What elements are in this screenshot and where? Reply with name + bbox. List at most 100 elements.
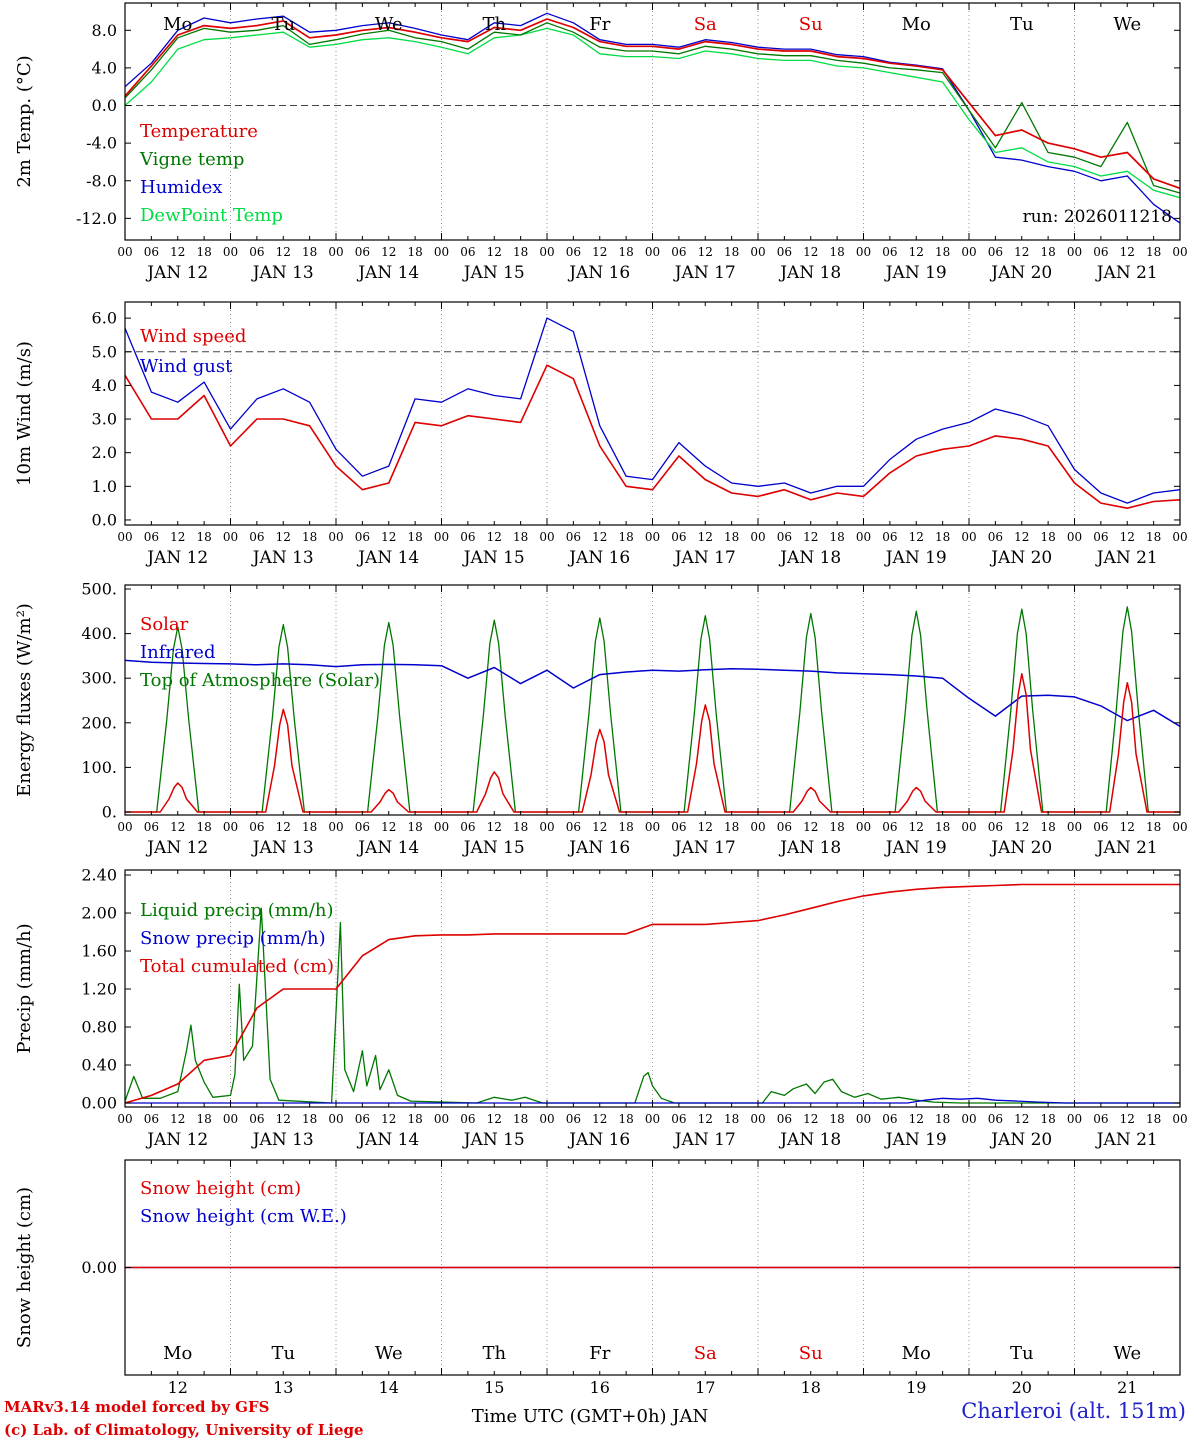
hour-label: 12 bbox=[803, 1112, 818, 1126]
hour-label: 06 bbox=[988, 245, 1003, 259]
hour-label: 00 bbox=[1067, 245, 1082, 259]
series-temperature bbox=[125, 18, 1180, 190]
legend-temperature: Temperature bbox=[140, 121, 258, 142]
hour-label: 00 bbox=[328, 1112, 343, 1126]
hour-label: 12 bbox=[381, 530, 396, 544]
hour-label: 12 bbox=[698, 1112, 713, 1126]
legend-infrared: Infrared bbox=[140, 642, 215, 663]
hour-label: 12 bbox=[381, 1112, 396, 1126]
hour-label: 06 bbox=[355, 245, 370, 259]
hour-label: 18 bbox=[196, 820, 211, 834]
hour-label: 06 bbox=[144, 820, 159, 834]
date-label: JAN 12 bbox=[145, 548, 208, 568]
hour-label: 12 bbox=[909, 530, 924, 544]
hour-label: 18 bbox=[407, 245, 422, 259]
hour-label: 06 bbox=[460, 1112, 475, 1126]
hour-label: 06 bbox=[1093, 820, 1108, 834]
hour-label: 12 bbox=[1120, 245, 1135, 259]
hour-label: 18 bbox=[1040, 820, 1055, 834]
y-tick-label: 200. bbox=[81, 713, 117, 732]
weekday-label: Sa bbox=[694, 1343, 717, 1364]
legend-snow-height-cm: Snow height (cm) bbox=[140, 1178, 301, 1199]
panel-snow-height: 0.00 Mo Tu We Th Fr Sa Su Mo Tu We 12 13 14 15 16 17 18 19… bbox=[14, 1159, 1181, 1397]
hour-label: 12 bbox=[1014, 245, 1029, 259]
series-humidex bbox=[125, 12, 1180, 224]
hour-label: 00 bbox=[539, 820, 554, 834]
hour-label: 18 bbox=[513, 245, 528, 259]
hour-label: 12 bbox=[487, 820, 502, 834]
hour-label: 06 bbox=[1093, 245, 1108, 259]
date-label: JAN 14 bbox=[356, 838, 419, 858]
series-liquid-precip-mm-h bbox=[125, 907, 1180, 1104]
hour-label: 18 bbox=[196, 245, 211, 259]
hour-label: 00 bbox=[856, 820, 871, 834]
hour-label: 06 bbox=[566, 820, 581, 834]
hour-label: 06 bbox=[566, 1112, 581, 1126]
y-tick-label: -4.0 bbox=[86, 134, 117, 153]
hour-label: 18 bbox=[196, 530, 211, 544]
hour-label: 18 bbox=[1040, 1112, 1055, 1126]
legend-total-cumulated-cm: Total cumulated (cm) bbox=[140, 956, 334, 977]
y-tick-label: 0.00 bbox=[81, 1258, 117, 1277]
hour-label: 12 bbox=[276, 245, 291, 259]
hour-label: 00 bbox=[117, 530, 132, 544]
hour-label: 18 bbox=[1146, 820, 1161, 834]
y-tick-label: 500. bbox=[81, 580, 117, 599]
hour-label: 00 bbox=[961, 530, 976, 544]
weekday-label: Mo bbox=[902, 1343, 931, 1364]
x-axis-title: Time UTC (GMT+0h) JAN bbox=[471, 1406, 709, 1427]
hour-label: 18 bbox=[1146, 245, 1161, 259]
date-label: JAN 14 bbox=[356, 1130, 419, 1150]
hour-label: 00 bbox=[750, 1112, 765, 1126]
hour-label: 06 bbox=[777, 820, 792, 834]
series-vigne-temp bbox=[125, 22, 1180, 194]
hour-label: 12 bbox=[170, 1112, 185, 1126]
model-credit-line1: MARv3.14 model forced by GFS bbox=[4, 1398, 270, 1416]
weekday-label: Mo bbox=[163, 1343, 192, 1364]
hour-label: 18 bbox=[513, 1112, 528, 1126]
series-solar bbox=[125, 673, 1180, 813]
hour-label: 06 bbox=[460, 530, 475, 544]
weekday-label: We bbox=[375, 1343, 403, 1364]
hour-label: 06 bbox=[882, 245, 897, 259]
legend-wind-gust: Wind gust bbox=[140, 356, 233, 377]
hour-label: 06 bbox=[671, 530, 686, 544]
hour-label: 06 bbox=[566, 245, 581, 259]
panel-energy-fluxes: 500.400.300.200.100.0.00 06 12 18 00 06 12 18 00… bbox=[14, 580, 1188, 858]
hour-label: 12 bbox=[698, 245, 713, 259]
hour-label: 00 bbox=[750, 820, 765, 834]
date-label: JAN 21 bbox=[1095, 1130, 1158, 1150]
hour-label: 00 bbox=[539, 530, 554, 544]
hour-label: 00 bbox=[1172, 1112, 1187, 1126]
y-tick-label: -8.0 bbox=[86, 171, 117, 190]
series-group bbox=[125, 317, 1180, 510]
date-label: JAN 20 bbox=[989, 838, 1052, 858]
hour-label: 12 bbox=[381, 820, 396, 834]
hour-label: 06 bbox=[249, 530, 264, 544]
weekday-label: We bbox=[375, 14, 403, 35]
hour-label: 18 bbox=[829, 1112, 844, 1126]
hour-label: 06 bbox=[460, 820, 475, 834]
date-label: JAN 19 bbox=[884, 548, 947, 568]
date-number: 18 bbox=[801, 1378, 821, 1397]
hour-label: 00 bbox=[539, 1112, 554, 1126]
hour-label: 06 bbox=[355, 820, 370, 834]
hour-label: 00 bbox=[434, 530, 449, 544]
date-label: JAN 14 bbox=[356, 263, 419, 283]
hour-label: 18 bbox=[724, 1112, 739, 1126]
hour-label: 18 bbox=[302, 245, 317, 259]
hour-label: 12 bbox=[909, 820, 924, 834]
hour-label: 12 bbox=[803, 245, 818, 259]
hour-label: 18 bbox=[513, 530, 528, 544]
weekday-label: Su bbox=[799, 1343, 823, 1364]
hour-label: 00 bbox=[328, 820, 343, 834]
hour-label: 06 bbox=[144, 530, 159, 544]
hour-label: 12 bbox=[170, 820, 185, 834]
hour-label: 06 bbox=[144, 245, 159, 259]
y-tick-label: 2.0 bbox=[92, 443, 117, 462]
y-tick-label: 6.0 bbox=[92, 309, 117, 328]
hour-label: 18 bbox=[1146, 530, 1161, 544]
panel-temperature: 8.0 4.0 0.0 -4.0 -8.0 -12.0 00 06 12 18 00 06 12 18 00… bbox=[14, 2, 1188, 283]
